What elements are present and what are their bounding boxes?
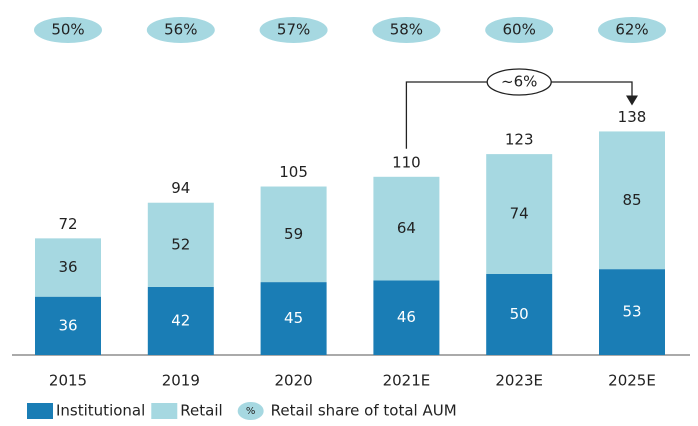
share-label: 60%: [503, 21, 536, 39]
total-label: 105: [279, 163, 308, 181]
bar-segment: [486, 154, 553, 274]
segment-label: 50: [510, 305, 529, 323]
segment-label: 36: [58, 316, 77, 334]
segment-label: 74: [510, 205, 529, 223]
share-bubble: [598, 17, 666, 43]
share-bubble: [259, 17, 328, 43]
share-bubble: [372, 17, 441, 43]
total-label: 123: [505, 131, 534, 149]
bar-segment: [260, 282, 327, 355]
total-label: 138: [618, 108, 647, 126]
arrow-head: [626, 95, 638, 106]
segment-label: 64: [397, 219, 416, 237]
total-label: 110: [392, 153, 421, 171]
segment-label: 45: [284, 309, 303, 327]
cagr-bubble: [486, 68, 552, 96]
share-label: 62%: [615, 21, 648, 39]
legend-label: Retail: [180, 402, 222, 420]
x-tick-label: 2019: [162, 372, 200, 390]
segment-label: 59: [284, 225, 303, 243]
x-tick-label: 2015: [49, 372, 87, 390]
share-bubble: [146, 17, 215, 43]
x-tick-label: 2023E: [495, 372, 543, 390]
legend-swatch: [151, 403, 178, 419]
segment-label: 36: [58, 258, 77, 276]
bar-segment: [35, 238, 101, 297]
bar-segment: [147, 202, 214, 287]
legend-label: Institutional: [56, 402, 145, 420]
share-bubble: [485, 17, 554, 43]
bar-segment: [486, 274, 553, 355]
segment-label: 53: [622, 303, 641, 321]
bar-segment: [35, 296, 101, 355]
x-tick-label: 2020: [275, 372, 313, 390]
segment-label: 42: [171, 311, 190, 329]
segment-label: 52: [171, 235, 190, 253]
segment-label: 85: [622, 191, 641, 209]
x-tick-label: 2025E: [608, 372, 656, 390]
segment-label: 46: [397, 308, 416, 326]
bar-segment: [599, 269, 665, 355]
legend-share-icon: [237, 402, 264, 420]
x-tick-label: 2021E: [383, 372, 431, 390]
legend-swatch: [27, 403, 53, 419]
share-label: 58%: [390, 21, 423, 39]
share-label: 50%: [51, 21, 84, 39]
total-label: 72: [58, 215, 77, 233]
legend-label: Retail share of total AUM: [271, 402, 457, 420]
bar-segment: [260, 186, 327, 283]
legend-share-icon-label: %: [246, 406, 256, 417]
bar-segment: [373, 280, 440, 355]
bar-segment: [147, 286, 214, 355]
share-label: 57%: [277, 21, 310, 39]
share-bubble: [34, 17, 102, 43]
share-label: 56%: [164, 21, 197, 39]
bar-segment: [599, 131, 665, 270]
cagr-label: ~6%: [501, 73, 537, 91]
bar-segment: [373, 176, 440, 281]
total-label: 94: [171, 179, 190, 197]
